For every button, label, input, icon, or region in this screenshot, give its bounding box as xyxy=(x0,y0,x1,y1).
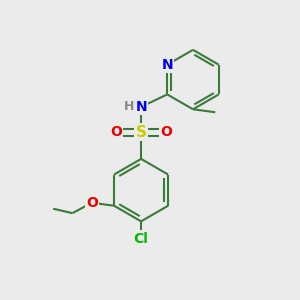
Text: N: N xyxy=(135,100,147,114)
Text: O: O xyxy=(160,125,172,139)
Text: S: S xyxy=(136,125,147,140)
Text: O: O xyxy=(86,196,98,210)
Text: H: H xyxy=(124,100,134,113)
Text: Cl: Cl xyxy=(134,232,148,246)
Text: N: N xyxy=(161,58,173,72)
Text: O: O xyxy=(110,125,122,139)
